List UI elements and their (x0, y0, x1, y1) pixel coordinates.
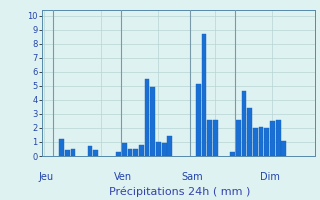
Text: Dim: Dim (260, 172, 280, 182)
Bar (281, 141, 286, 156)
Bar (150, 87, 155, 156)
Bar (93, 150, 98, 156)
Bar (213, 119, 218, 156)
Text: Jeu: Jeu (39, 172, 54, 182)
Bar (162, 143, 167, 156)
Bar (259, 127, 263, 156)
Bar (59, 139, 64, 156)
Bar (139, 145, 144, 156)
Bar (65, 150, 70, 156)
Bar (70, 149, 76, 156)
Bar (236, 119, 241, 156)
Bar (247, 108, 252, 156)
Bar (167, 136, 172, 156)
Bar (145, 79, 149, 156)
Bar (128, 149, 132, 156)
Bar (116, 152, 121, 156)
Bar (133, 149, 138, 156)
Bar (207, 119, 212, 156)
Bar (196, 84, 201, 156)
Bar (264, 128, 269, 156)
Bar (88, 146, 92, 156)
Text: Sam: Sam (181, 172, 203, 182)
Bar (156, 142, 161, 156)
Bar (276, 119, 281, 156)
Text: Ven: Ven (114, 172, 132, 182)
Bar (230, 152, 235, 156)
Bar (253, 128, 258, 156)
Bar (242, 91, 246, 156)
Bar (122, 143, 127, 156)
Bar (270, 121, 275, 156)
Text: Précipitations 24h ( mm ): Précipitations 24h ( mm ) (108, 187, 250, 197)
Bar (202, 34, 206, 156)
